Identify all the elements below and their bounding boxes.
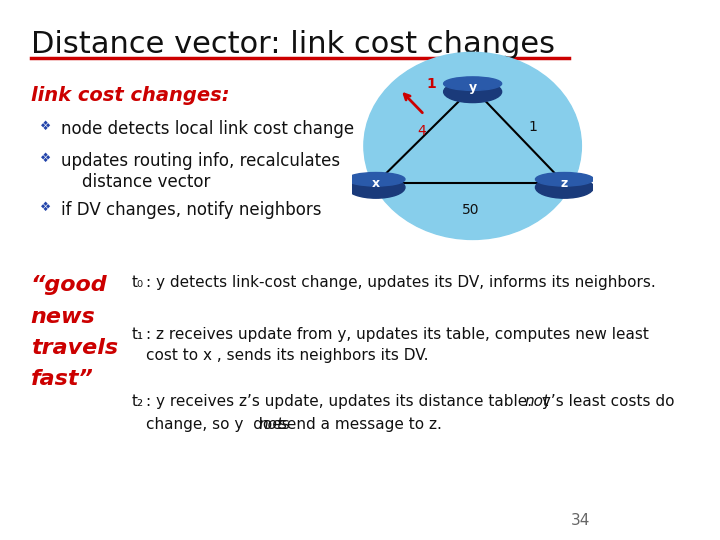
- Text: ❖: ❖: [40, 201, 51, 214]
- Text: t₁: t₁: [132, 327, 144, 342]
- Text: link cost changes:: link cost changes:: [30, 86, 229, 105]
- Text: not: not: [258, 417, 283, 432]
- Text: 34: 34: [571, 513, 590, 528]
- Text: not: not: [525, 394, 550, 409]
- Text: fast”: fast”: [30, 369, 94, 389]
- Text: ❖: ❖: [40, 120, 51, 133]
- Text: ❖: ❖: [40, 152, 51, 165]
- Text: travels: travels: [30, 338, 117, 358]
- Text: Distance vector: link cost changes: Distance vector: link cost changes: [30, 30, 554, 59]
- Text: send a message to z.: send a message to z.: [274, 417, 442, 432]
- Text: t₂: t₂: [132, 394, 144, 409]
- Text: news: news: [30, 307, 95, 327]
- Text: t₀: t₀: [132, 275, 144, 291]
- Text: if DV changes, notify neighbors: if DV changes, notify neighbors: [61, 201, 322, 219]
- Text: : z receives update from y, updates its table, computes new least: : z receives update from y, updates its …: [145, 327, 649, 342]
- Text: node detects local link cost change: node detects local link cost change: [61, 120, 354, 138]
- Text: updates routing info, recalculates
    distance vector: updates routing info, recalculates dista…: [61, 152, 341, 191]
- Text: : y detects link-cost change, updates its DV, informs its neighbors.: : y detects link-cost change, updates it…: [145, 275, 655, 291]
- Text: : y receives z’s update, updates its distance table.  y’s least costs do: : y receives z’s update, updates its dis…: [145, 394, 679, 409]
- Text: cost to x , sends its neighbors its DV.: cost to x , sends its neighbors its DV.: [145, 348, 428, 363]
- Text: change, so y  does: change, so y does: [145, 417, 294, 432]
- Text: “good: “good: [30, 275, 107, 295]
